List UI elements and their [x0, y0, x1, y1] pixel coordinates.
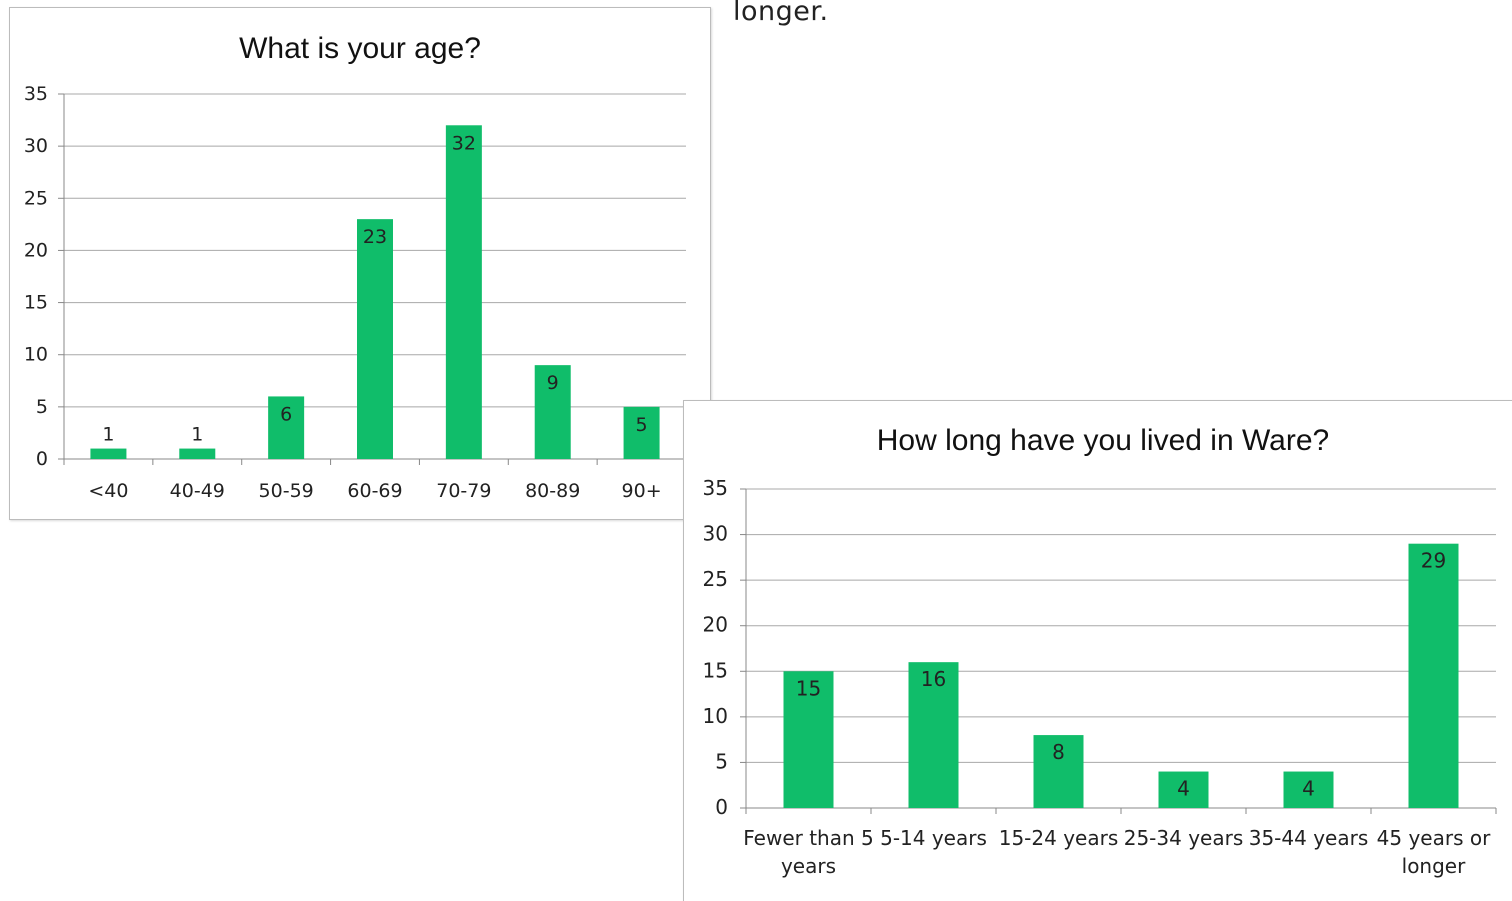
residence-chart-category-label: 25-34 years [1124, 826, 1244, 850]
residence-chart-y-tick-label: 25 [703, 567, 728, 591]
residence-chart-y-tick-label: 0 [715, 795, 728, 819]
age-chart-svg: What is your age? 0 5 10 15 20 25 30 35 1 <40 1 40-4… [24, 32, 687, 502]
age-chart-data-label: 5 [636, 414, 648, 436]
residence-chart-category-label: years [781, 854, 836, 878]
residence-chart-data-label: 29 [1421, 549, 1446, 573]
residence-chart-category-label: longer [1402, 854, 1466, 878]
age-chart-y-tick-label: 20 [24, 239, 48, 261]
residence-chart-title: How long have you lived in Ware? [877, 424, 1329, 457]
age-chart-y-tick-label: 0 [36, 448, 48, 470]
residence-chart-data-label: 8 [1052, 740, 1065, 764]
residence-chart-category-label: Fewer than 5 [743, 826, 874, 850]
age-chart-data-label: 6 [280, 403, 292, 425]
residence-chart-category-label: 35-44 years [1249, 826, 1369, 850]
residence-chart-bar [1408, 543, 1459, 808]
residence-chart-data-label: 16 [921, 667, 946, 691]
age-chart-y-tick-label: 35 [24, 83, 48, 105]
residence-chart-category-label: 15-24 years [999, 826, 1119, 850]
age-chart-category-label: 40-49 [170, 480, 225, 502]
age-chart-bar [445, 125, 482, 460]
age-chart-title: What is your age? [239, 32, 481, 65]
age-chart-y-tick-label: 5 [36, 396, 48, 418]
continuation-text: longer. [733, 0, 829, 27]
residence-chart-y-tick-label: 5 [715, 749, 728, 773]
age-chart: What is your age? 0 5 10 15 20 25 30 35 1 <40 1 40-4… [9, 7, 711, 520]
age-chart-category-label: 50-59 [259, 480, 314, 502]
age-chart-bar [179, 448, 216, 459]
age-chart-y-tick-label: 10 [24, 344, 48, 366]
residence-chart-bar [1033, 735, 1084, 808]
residence-chart-y-tick-label: 35 [703, 476, 728, 500]
age-chart-bar [90, 448, 127, 459]
residence-chart-data-label: 4 [1177, 777, 1190, 801]
age-chart-data-label: 9 [547, 372, 559, 394]
residence-chart-bar [908, 662, 959, 808]
age-chart-data-label: 1 [102, 424, 114, 446]
age-chart-category-label: <40 [88, 480, 128, 502]
age-chart-category-label: 60-69 [347, 480, 402, 502]
age-chart-category-label: 90+ [622, 480, 662, 502]
residence-chart-y-tick-label: 20 [703, 613, 728, 637]
age-chart-data-label: 32 [452, 132, 476, 154]
age-chart-data-label: 23 [363, 226, 387, 248]
age-chart-data-label: 1 [191, 424, 203, 446]
residence-chart-y-tick-label: 15 [703, 658, 728, 682]
age-chart-bar [357, 219, 393, 459]
residence-chart-data-label: 15 [796, 676, 821, 700]
age-chart-bar [623, 406, 660, 459]
residence-chart-category-label: 5-14 years [880, 826, 987, 850]
age-chart-bar [268, 396, 305, 459]
residence-duration-chart: How long have you lived in Ware? 0 5 10 15 20… [683, 400, 1512, 901]
residence-chart-data-label: 4 [1302, 777, 1315, 801]
residence-duration-chart-svg: How long have you lived in Ware? 0 5 10 15 20… [703, 424, 1497, 878]
age-chart-y-tick-label: 30 [24, 135, 48, 157]
age-chart-bar [534, 365, 571, 459]
age-chart-y-tick-label: 25 [24, 187, 48, 209]
age-chart-category-label: 70-79 [436, 480, 491, 502]
residence-chart-y-tick-label: 30 [703, 522, 728, 546]
residence-chart-category-label: 45 years or [1377, 826, 1491, 850]
residence-chart-bar [1158, 771, 1209, 808]
residence-chart-bar [1283, 771, 1334, 808]
age-chart-category-label: 80-89 [525, 480, 580, 502]
residence-chart-y-tick-label: 10 [703, 704, 728, 728]
residence-chart-bar [783, 671, 834, 808]
age-chart-y-tick-label: 15 [24, 292, 48, 314]
